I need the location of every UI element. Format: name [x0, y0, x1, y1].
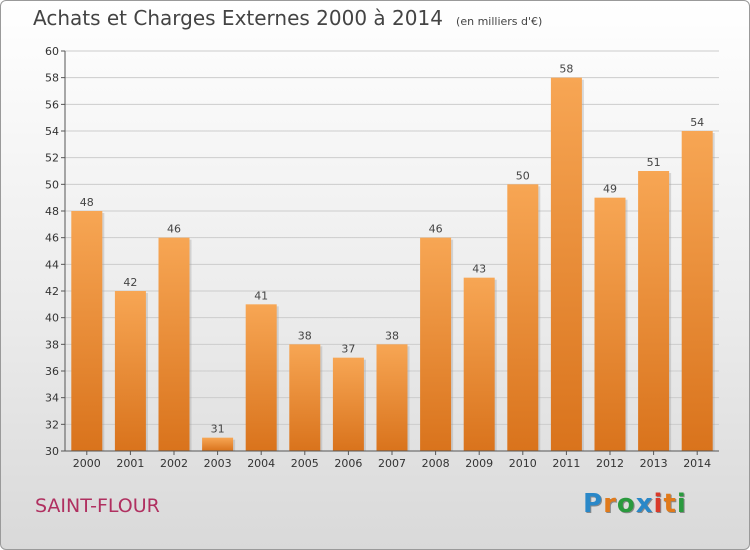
bar	[681, 131, 713, 451]
bar-value-label: 46	[429, 223, 443, 236]
x-tick-label: 2011	[552, 457, 580, 470]
chart-unit: (en milliers d'€)	[456, 15, 543, 28]
y-tick-label: 46	[45, 232, 59, 245]
bar-value-label: 46	[167, 223, 181, 236]
bar-value-label: 49	[603, 183, 617, 196]
bar-value-label: 43	[472, 263, 486, 276]
bar-value-label: 38	[385, 329, 399, 342]
y-tick-label: 42	[45, 285, 59, 298]
bar	[114, 291, 146, 451]
title-area: Achats et Charges Externes 2000 à 2014 (…	[33, 6, 542, 30]
y-tick-label: 56	[45, 98, 59, 111]
axes	[61, 50, 719, 455]
bar	[420, 237, 452, 451]
bar	[202, 437, 234, 451]
bar	[332, 357, 364, 451]
y-tick-label: 30	[45, 445, 59, 458]
proxiti-logo: Proxiti	[583, 489, 687, 519]
bar	[594, 197, 626, 451]
bar-value-label: 58	[559, 63, 573, 76]
x-tick-label: 2000	[73, 457, 101, 470]
x-tick-label: 2009	[465, 457, 493, 470]
bars	[71, 77, 715, 452]
bar	[550, 77, 582, 452]
x-tick-label: 2012	[596, 457, 624, 470]
x-tick-label: 2010	[509, 457, 537, 470]
x-tick-label: 2008	[422, 457, 450, 470]
bar	[158, 237, 190, 451]
y-tick-label: 54	[45, 125, 59, 138]
bar	[289, 344, 321, 451]
bar-value-label: 31	[211, 423, 225, 436]
y-tick-label: 50	[45, 178, 59, 191]
y-tick-label: 44	[45, 258, 59, 271]
city-name: SAINT-FLOUR	[35, 495, 160, 517]
x-tick-label: 2013	[640, 457, 668, 470]
y-tick-label: 40	[45, 312, 59, 325]
y-tick-label: 60	[45, 45, 59, 58]
y-tick-label: 38	[45, 338, 59, 351]
y-tick-label: 32	[45, 418, 59, 431]
brand-letter: r	[603, 489, 617, 519]
brand-letter: x	[635, 489, 654, 519]
brand-letter: o	[616, 489, 636, 519]
bar-value-label: 48	[80, 196, 94, 209]
bar-value-label: 37	[341, 343, 355, 356]
y-tick-label: 34	[45, 392, 59, 405]
brand-letter: P	[583, 489, 604, 519]
bar-value-label: 50	[516, 169, 530, 182]
bar	[507, 184, 539, 452]
bar	[638, 171, 670, 451]
y-tick-label: 58	[45, 72, 59, 85]
x-tick-label: 2005	[291, 457, 319, 470]
y-tick-label: 36	[45, 365, 59, 378]
brand-letter: i	[653, 489, 664, 519]
x-tick-label: 2007	[378, 457, 406, 470]
bar	[245, 304, 277, 451]
y-tick-label: 52	[45, 152, 59, 165]
x-tick-label: 2003	[204, 457, 232, 470]
bar-value-label: 38	[298, 329, 312, 342]
x-tick-label: 2002	[160, 457, 188, 470]
bar-value-label: 54	[690, 116, 704, 129]
bar	[463, 277, 495, 451]
chart-title: Achats et Charges Externes 2000 à 2014	[33, 6, 443, 30]
x-tick-label: 2001	[116, 457, 144, 470]
labels: 30 32 34 36 38 40 42 44 46 48 50 52 54 56 58 60 48 2000 42…	[45, 45, 711, 470]
y-tick-label: 48	[45, 205, 59, 218]
bar-value-label: 42	[123, 276, 137, 289]
bar	[71, 211, 103, 451]
brand-letter: t	[663, 489, 677, 519]
x-tick-label: 2014	[683, 457, 711, 470]
brand-letter: i	[676, 489, 687, 519]
bar	[376, 344, 408, 451]
x-tick-label: 2006	[334, 457, 362, 470]
bar-value-label: 51	[647, 156, 661, 169]
x-tick-label: 2004	[247, 457, 275, 470]
bar-value-label: 41	[254, 289, 268, 302]
